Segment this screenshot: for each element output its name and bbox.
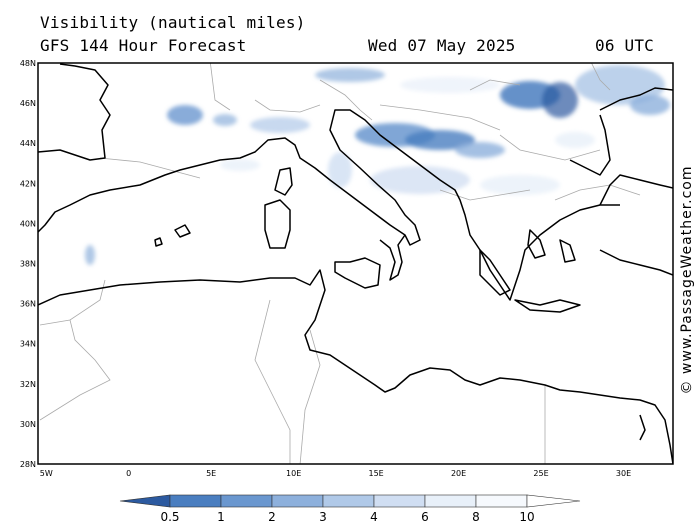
lat-label-40N: 40N [20, 219, 36, 228]
lon-label-5W: 5W [40, 469, 53, 478]
colorbar-label: 2 [268, 510, 276, 524]
low-visibility-shading [85, 65, 670, 265]
credit-label: © www.PassageWeather.com [679, 165, 695, 395]
colorbar-label: 0.5 [160, 510, 179, 524]
lat-label-48N: 48N [20, 59, 36, 68]
lat-label-32N: 32N [20, 380, 36, 389]
colorbar-label: 1 [217, 510, 225, 524]
chart-title: Visibility (nautical miles) [40, 13, 306, 32]
colorbar-label: 6 [421, 510, 429, 524]
colorbar-segment [220, 494, 273, 508]
country-borders [39, 63, 641, 464]
lon-label-25E: 25E [533, 469, 548, 478]
lat-label-38N: 38N [20, 260, 36, 269]
forecast-time: 06 UTC [595, 36, 654, 55]
colorbar-label: 10 [519, 510, 534, 524]
lat-label-46N: 46N [20, 99, 36, 108]
lon-label-15E: 15E [368, 469, 383, 478]
colorbar-segment [475, 494, 528, 508]
lat-label-28N: 28N [20, 460, 36, 469]
lon-label-20E: 20E [451, 469, 466, 478]
map-frame [37, 62, 674, 465]
colorbar-segment [373, 494, 426, 508]
lon-label-0: 0 [126, 469, 131, 478]
lat-label-30N: 30N [20, 420, 36, 429]
colorbar-segment [271, 494, 324, 508]
forecast-model: GFS 144 Hour Forecast [40, 36, 247, 55]
colorbar-low-triangle [119, 494, 171, 508]
credit-text: © www.PassageWeather.com [676, 160, 698, 400]
colorbar-segment [169, 494, 222, 508]
colorbar-segment [424, 494, 477, 508]
lat-label-36N: 36N [20, 300, 36, 309]
lat-label-42N: 42N [20, 179, 36, 188]
colorbar-label: 3 [319, 510, 327, 524]
lat-label-44N: 44N [20, 139, 36, 148]
lat-label-34N: 34N [20, 340, 36, 349]
colorbar-high-triangle [526, 494, 581, 508]
lon-label-30E: 30E [616, 469, 631, 478]
forecast-date: Wed 07 May 2025 [368, 36, 516, 55]
colorbar-segment [322, 494, 375, 508]
lon-label-10E: 10E [286, 469, 301, 478]
colorbar-label: 4 [370, 510, 378, 524]
visibility-colorbar: 0.5 1 2 3 4 6 8 10 [119, 494, 581, 524]
colorbar-label: 8 [472, 510, 480, 524]
latitude-labels: 48N 46N 44N 42N 40N 38N 36N 34N 32N 30N 28N [20, 59, 36, 469]
longitude-labels: 5W 0 5E 10E 15E 20E 25E 30E [40, 469, 631, 478]
lon-label-5E: 5E [206, 469, 216, 478]
coastlines [38, 63, 673, 464]
